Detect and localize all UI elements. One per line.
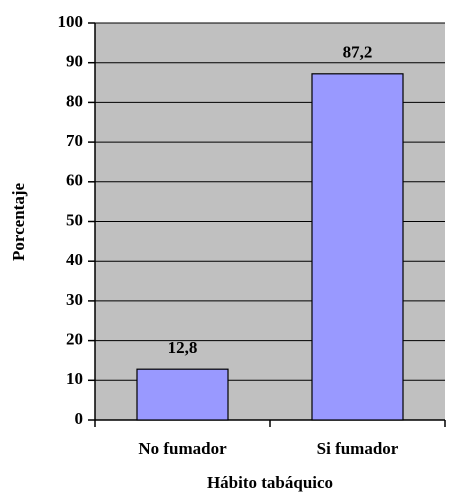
x-tick-label: Si fumador [317, 439, 399, 458]
bar [136, 368, 229, 421]
x-tick-label: No fumador [138, 439, 227, 458]
y-tick-label: 90 [66, 52, 83, 71]
y-tick-label: 100 [58, 12, 84, 31]
y-tick-label: 60 [66, 171, 83, 190]
bar [311, 73, 404, 421]
y-tick-label: 40 [66, 250, 83, 269]
y-tick-label: 10 [66, 369, 83, 388]
y-tick-label: 70 [66, 131, 83, 150]
y-tick-label: 30 [66, 290, 83, 309]
y-axis-title: Porcentaje [9, 183, 28, 261]
y-tick-label: 50 [66, 210, 83, 229]
value-label: 87,2 [343, 43, 373, 62]
y-tick-label: 20 [66, 330, 83, 349]
y-tick-label: 80 [66, 91, 83, 110]
x-axis-title: Hábito tabáquico [207, 473, 333, 492]
value-label: 12,8 [168, 338, 198, 357]
y-tick-label: 0 [75, 409, 84, 428]
